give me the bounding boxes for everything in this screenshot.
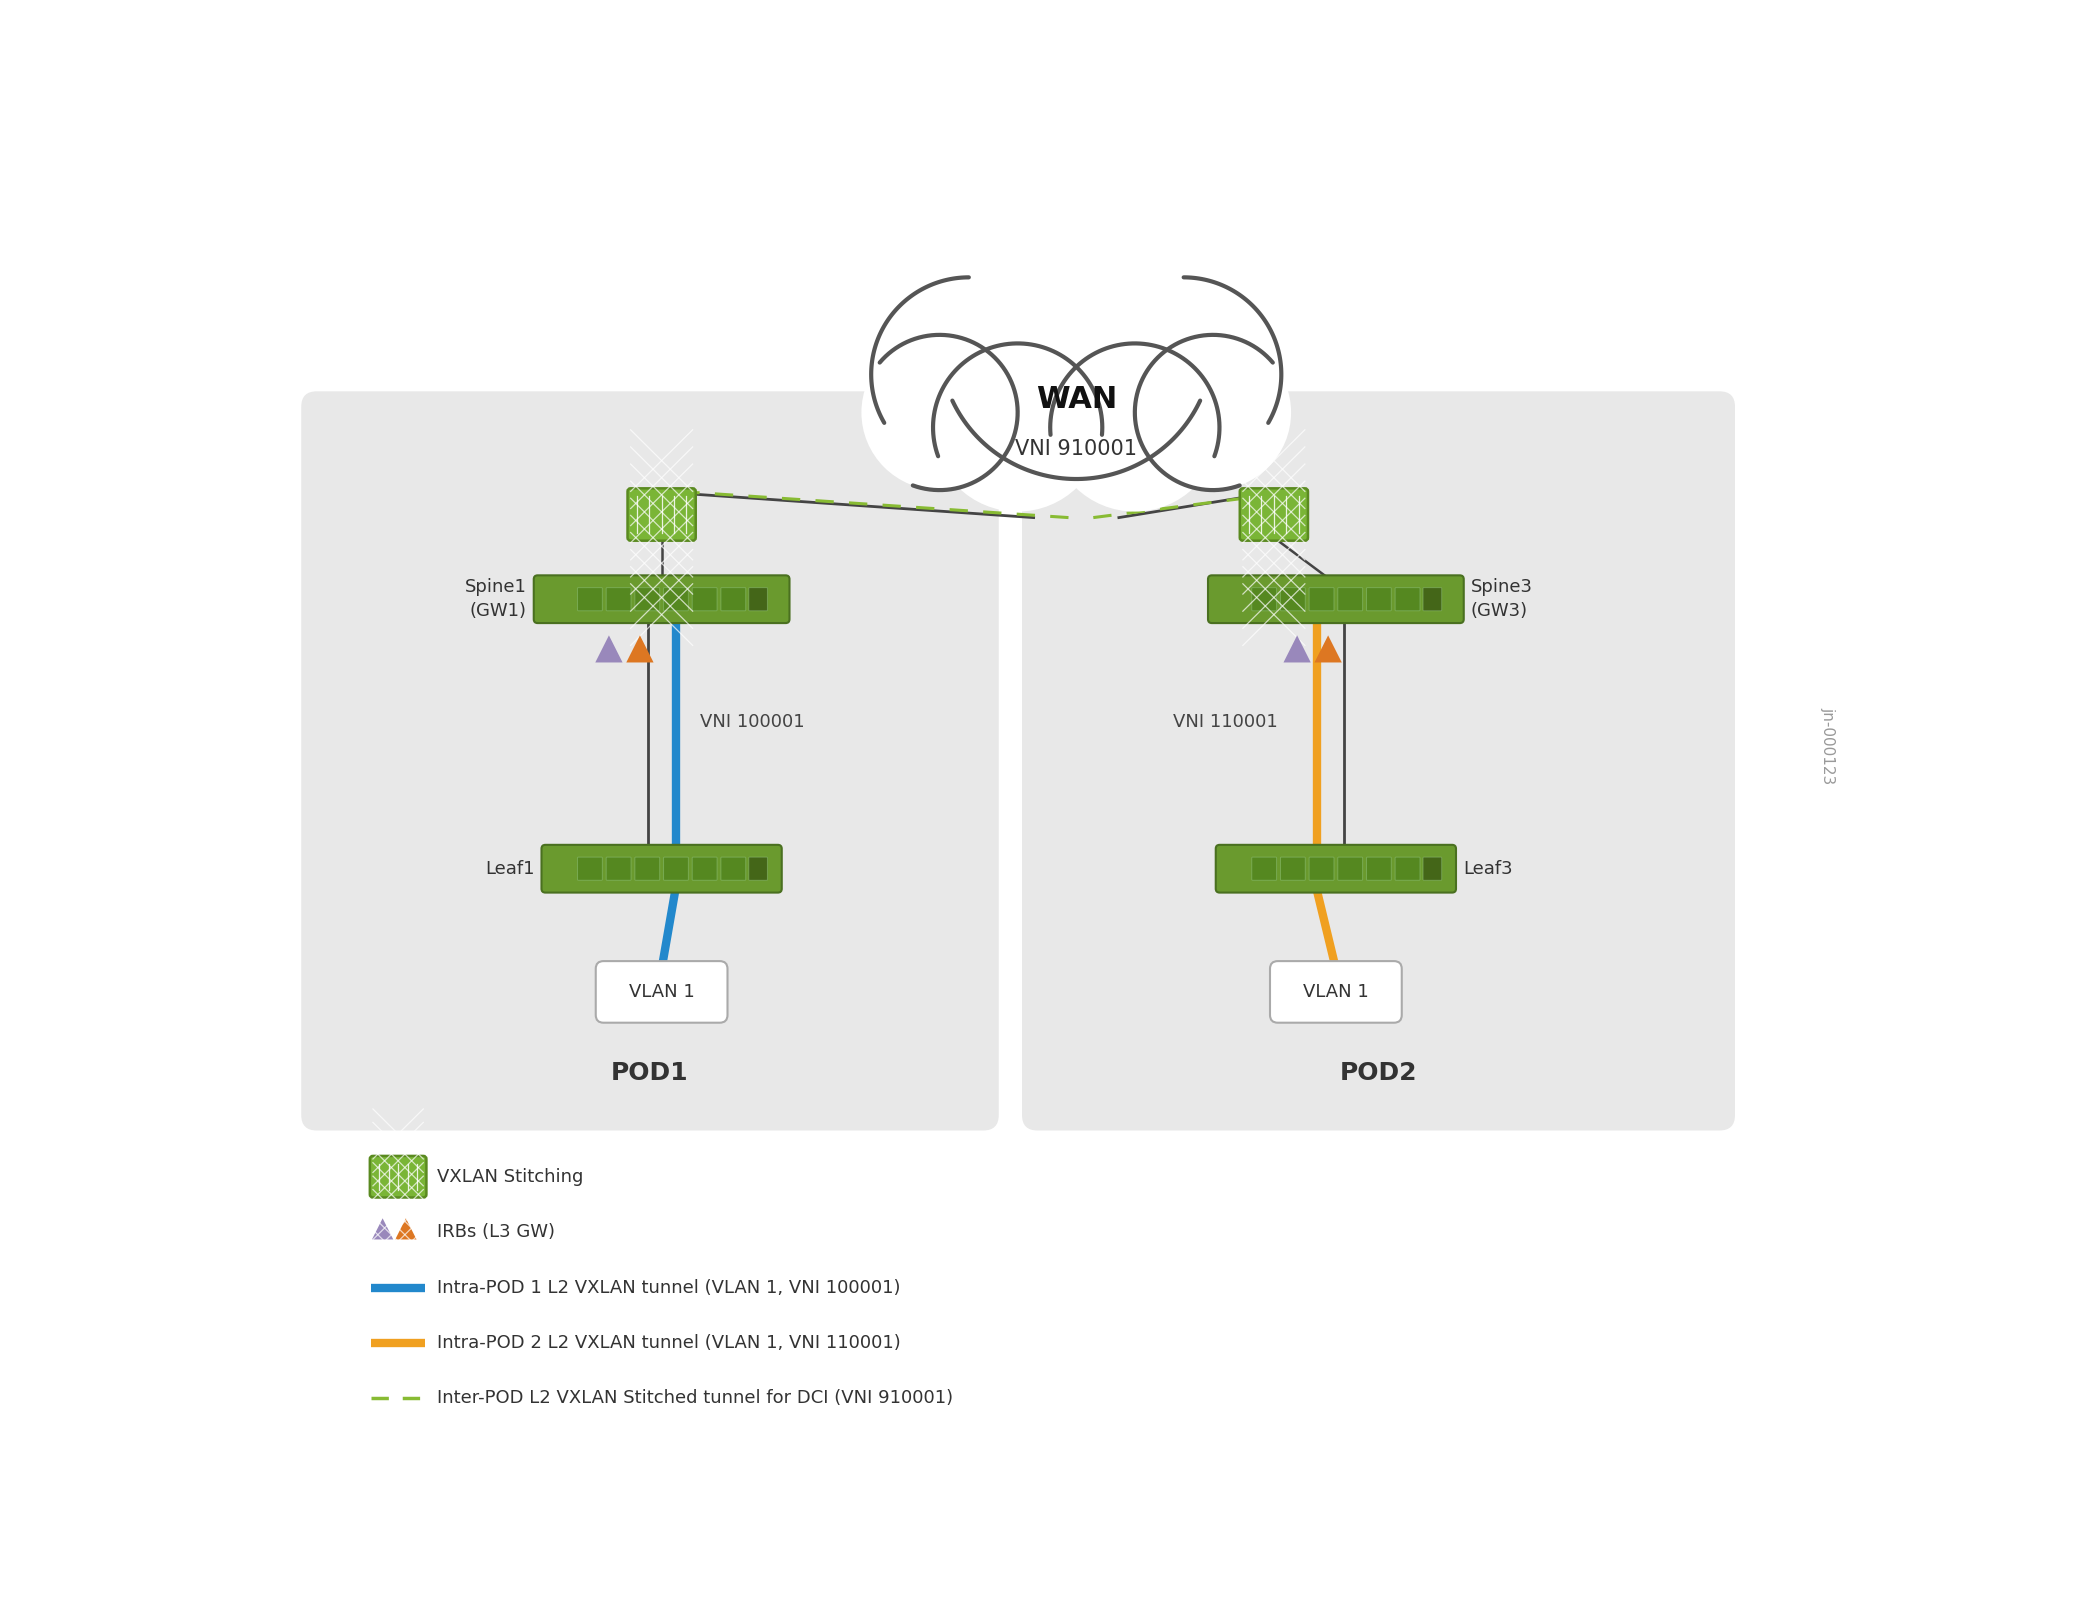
Text: Spine1
(GW1): Spine1 (GW1) xyxy=(464,579,527,620)
Circle shape xyxy=(1086,277,1281,472)
FancyBboxPatch shape xyxy=(1338,588,1363,611)
FancyBboxPatch shape xyxy=(578,588,603,611)
FancyBboxPatch shape xyxy=(750,588,766,611)
FancyBboxPatch shape xyxy=(664,588,689,611)
Circle shape xyxy=(932,344,1102,512)
Text: Spine3
(GW3): Spine3 (GW3) xyxy=(1470,579,1533,620)
FancyBboxPatch shape xyxy=(542,844,781,892)
FancyBboxPatch shape xyxy=(1270,961,1403,1023)
Polygon shape xyxy=(395,1218,416,1239)
Text: POD1: POD1 xyxy=(611,1060,689,1084)
FancyBboxPatch shape xyxy=(596,961,727,1023)
FancyBboxPatch shape xyxy=(1394,857,1420,881)
Text: Leaf3: Leaf3 xyxy=(1464,860,1512,878)
Circle shape xyxy=(861,334,1018,491)
Text: VNI 910001: VNI 910001 xyxy=(1014,440,1138,459)
FancyBboxPatch shape xyxy=(607,588,630,611)
FancyBboxPatch shape xyxy=(370,1156,426,1198)
FancyBboxPatch shape xyxy=(1308,588,1334,611)
FancyBboxPatch shape xyxy=(664,857,689,881)
FancyBboxPatch shape xyxy=(720,588,746,611)
FancyBboxPatch shape xyxy=(1216,844,1455,892)
Text: VNI 100001: VNI 100001 xyxy=(701,713,804,731)
Text: WAN: WAN xyxy=(1035,384,1117,414)
FancyBboxPatch shape xyxy=(1281,588,1306,611)
FancyBboxPatch shape xyxy=(1023,392,1735,1130)
FancyBboxPatch shape xyxy=(634,588,659,611)
FancyBboxPatch shape xyxy=(1208,576,1464,624)
FancyBboxPatch shape xyxy=(693,588,716,611)
FancyBboxPatch shape xyxy=(1281,857,1306,881)
FancyBboxPatch shape xyxy=(634,857,659,881)
Circle shape xyxy=(872,277,1067,472)
FancyBboxPatch shape xyxy=(720,857,746,881)
Text: jn-000123: jn-000123 xyxy=(1821,707,1835,784)
FancyBboxPatch shape xyxy=(300,392,1000,1130)
Polygon shape xyxy=(594,635,622,662)
Text: POD2: POD2 xyxy=(1340,1060,1418,1084)
FancyBboxPatch shape xyxy=(1338,857,1363,881)
FancyBboxPatch shape xyxy=(1394,588,1420,611)
FancyBboxPatch shape xyxy=(1239,488,1308,540)
FancyBboxPatch shape xyxy=(607,857,630,881)
Circle shape xyxy=(1134,334,1292,491)
Text: Intra-POD 2 L2 VXLAN tunnel (VLAN 1, VNI 110001): Intra-POD 2 L2 VXLAN tunnel (VLAN 1, VNI… xyxy=(437,1334,901,1353)
FancyBboxPatch shape xyxy=(1252,588,1277,611)
FancyBboxPatch shape xyxy=(1424,588,1443,611)
Text: Leaf1: Leaf1 xyxy=(485,860,536,878)
Polygon shape xyxy=(1283,635,1310,662)
FancyBboxPatch shape xyxy=(1308,857,1334,881)
Text: VLAN 1: VLAN 1 xyxy=(628,983,695,1001)
Text: VXLAN Stitching: VXLAN Stitching xyxy=(437,1167,584,1186)
FancyBboxPatch shape xyxy=(1367,588,1392,611)
FancyBboxPatch shape xyxy=(693,857,716,881)
FancyBboxPatch shape xyxy=(750,857,766,881)
Circle shape xyxy=(939,208,1214,480)
FancyBboxPatch shape xyxy=(1424,857,1443,881)
Text: IRBs (L3 GW): IRBs (L3 GW) xyxy=(437,1223,554,1241)
Text: VNI 110001: VNI 110001 xyxy=(1174,713,1279,731)
FancyBboxPatch shape xyxy=(578,857,603,881)
Text: Intra-POD 1 L2 VXLAN tunnel (VLAN 1, VNI 100001): Intra-POD 1 L2 VXLAN tunnel (VLAN 1, VNI… xyxy=(437,1279,901,1297)
Text: Inter-POD L2 VXLAN Stitched tunnel for DCI (VNI 910001): Inter-POD L2 VXLAN Stitched tunnel for D… xyxy=(437,1390,953,1407)
FancyBboxPatch shape xyxy=(628,488,695,540)
Polygon shape xyxy=(372,1218,393,1239)
FancyBboxPatch shape xyxy=(1252,857,1277,881)
Polygon shape xyxy=(626,635,653,662)
Text: VLAN 1: VLAN 1 xyxy=(1302,983,1369,1001)
FancyBboxPatch shape xyxy=(533,576,790,624)
Polygon shape xyxy=(1315,635,1342,662)
Circle shape xyxy=(1050,344,1220,512)
FancyBboxPatch shape xyxy=(1367,857,1392,881)
